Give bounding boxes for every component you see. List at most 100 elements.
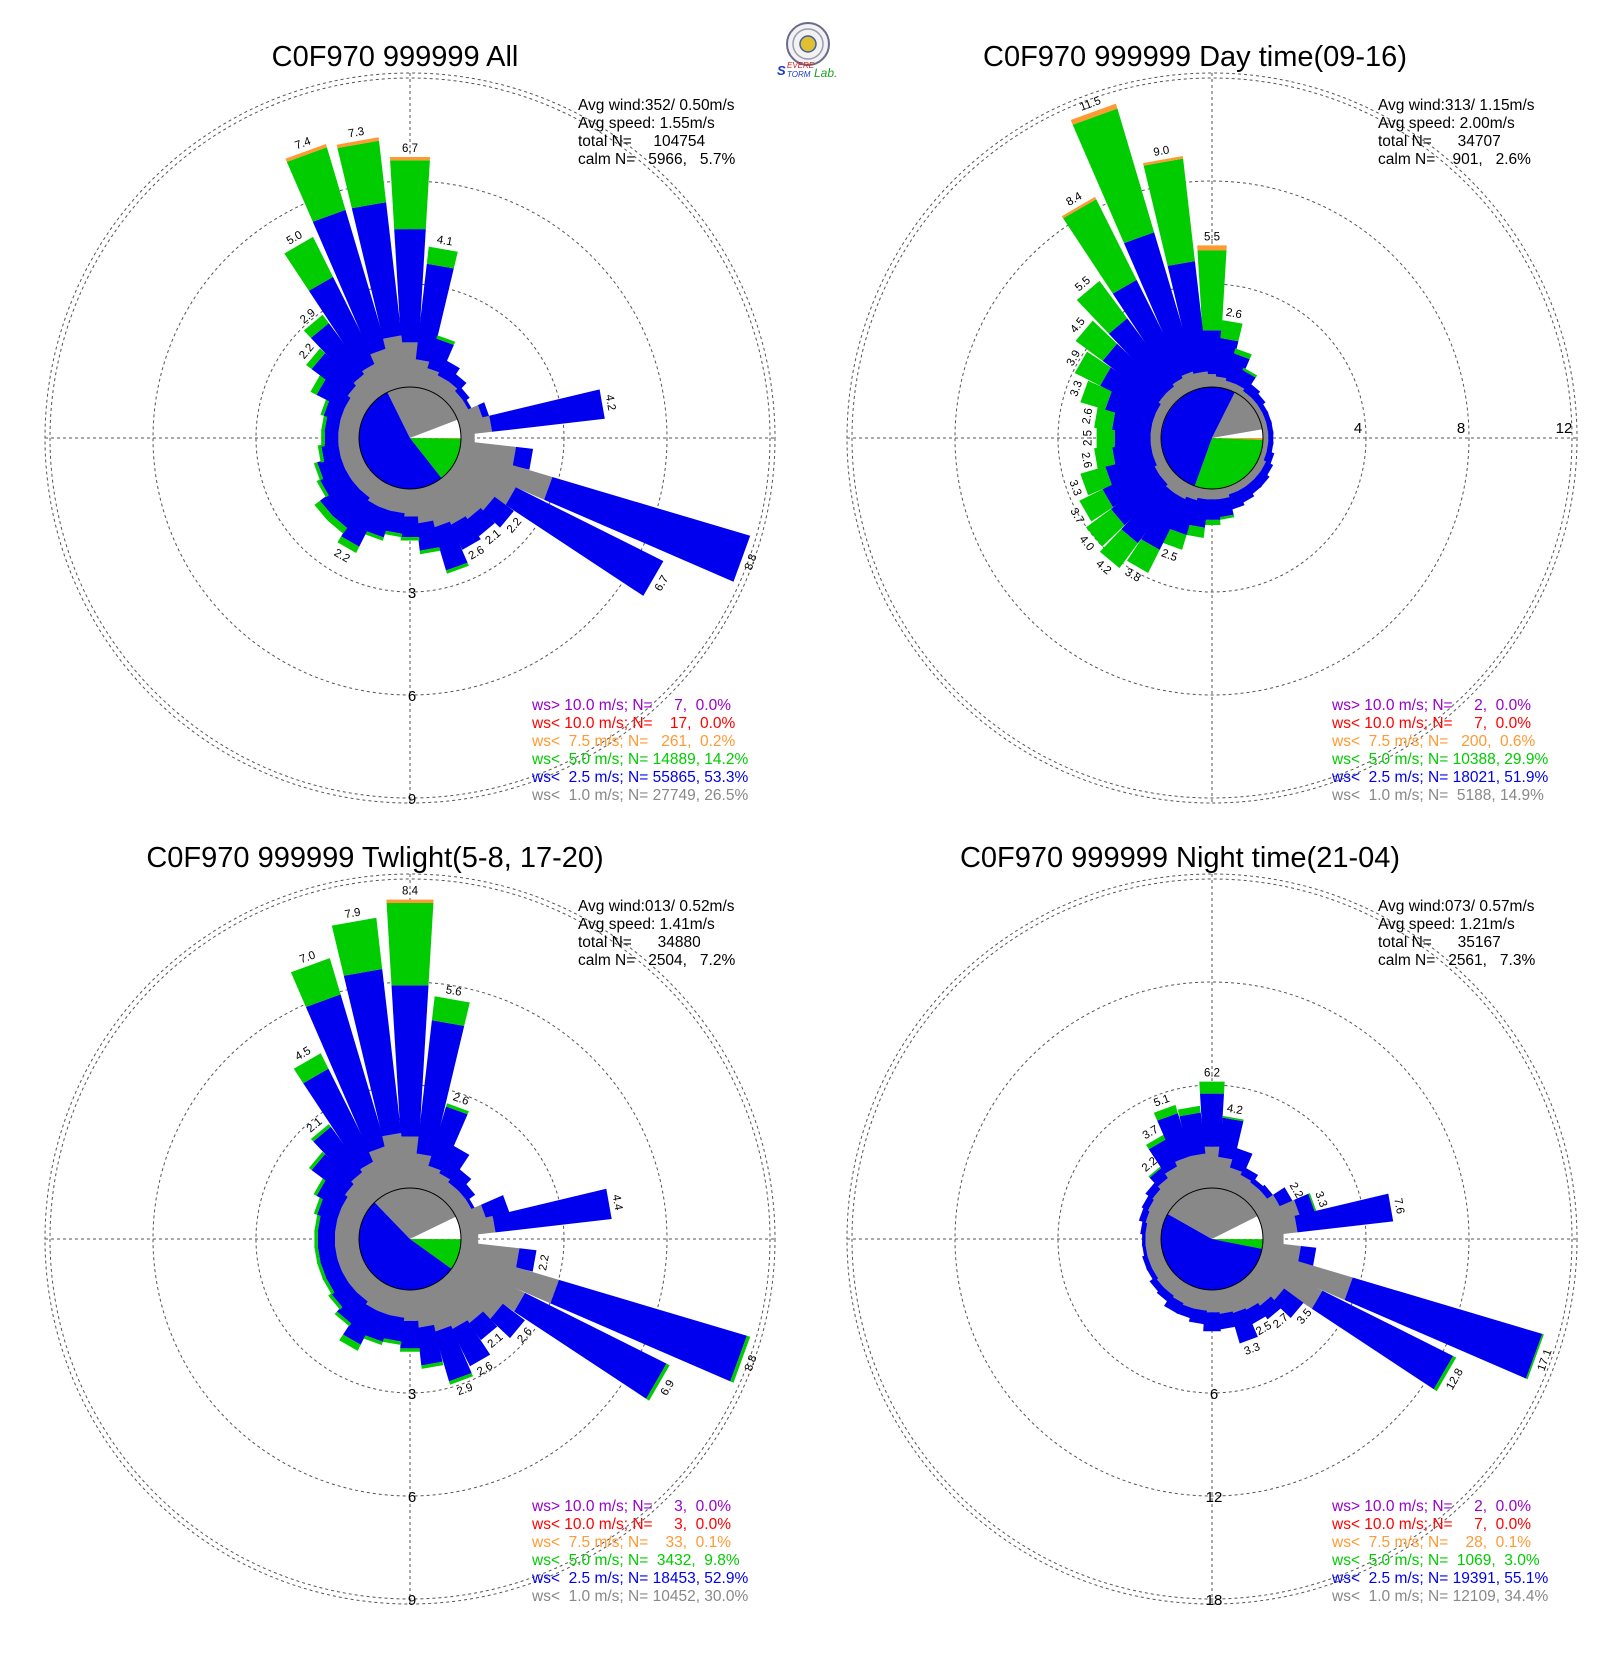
bar-segment-lt5-320 xyxy=(1076,280,1128,334)
bar-segment-lt5-310 xyxy=(308,1151,325,1171)
bar-total-label: 8.8 xyxy=(743,1354,760,1373)
bar-segment-lt1-220 xyxy=(355,1274,382,1302)
bar-segment-lt25-0 xyxy=(1200,1093,1224,1147)
bar-segment-lt1-200 xyxy=(1180,1284,1201,1309)
bar-segment-lt25-260 xyxy=(321,443,341,462)
bar-segment-lt25-30 xyxy=(1235,369,1256,391)
bar-segment-lt25-20 xyxy=(1229,1147,1253,1173)
summary-line: calm N= 5966, 5.7% xyxy=(578,151,735,168)
bar-segment-lt25-350 xyxy=(1167,261,1208,374)
bar-segment-lt1-50 xyxy=(445,1189,467,1211)
bar-total-label: 4.2 xyxy=(603,394,618,412)
bar-segment-lt5-320 xyxy=(1148,1165,1163,1178)
bar-segment-lt5-330 xyxy=(1146,1134,1166,1150)
bar-segment-lt5-120 xyxy=(1433,1356,1457,1392)
bar-segment-lt5-220 xyxy=(327,515,348,534)
pie-slice-lt5 xyxy=(1194,438,1263,490)
bar-segment-lt5-120 xyxy=(646,1363,670,1401)
svg-text:Lab.: Lab. xyxy=(814,66,837,80)
bar-segment-lt25-330 xyxy=(1148,1139,1179,1174)
bar-segment-lt25-210 xyxy=(341,499,380,547)
bar-segment-lt1-20 xyxy=(421,368,442,393)
bar-segment-lt1-330 xyxy=(362,363,390,397)
bar-segment-lt75-350 xyxy=(336,137,379,148)
direction-bars xyxy=(284,137,751,596)
bar-segment-lt1-230 xyxy=(350,466,375,490)
bar-total-label: 7.9 xyxy=(344,906,362,921)
bar-segment-lt1-350 xyxy=(1193,371,1210,389)
bar-segment-lt25-180 xyxy=(1203,499,1221,520)
grid-ring xyxy=(851,878,1573,1600)
summary-line: total N= 35167 xyxy=(1378,934,1501,951)
bar-segment-lt1-150 xyxy=(430,1280,468,1330)
bar-segment-lt25-280 xyxy=(1140,1219,1148,1235)
bar-segment-lt1-350 xyxy=(383,335,408,389)
bar-segment-lt25-250 xyxy=(1142,1254,1152,1271)
bar-segment-lt5-280 xyxy=(1094,407,1116,430)
bar-segment-lt1-160 xyxy=(421,1284,452,1332)
bar-total-label: 2.2 xyxy=(537,1254,552,1272)
bar-segment-lt5-240 xyxy=(316,479,329,498)
bar-segment-lt1-110 xyxy=(455,1250,559,1304)
svg-text:TORM: TORM xyxy=(787,70,811,79)
svg-text:EVERE: EVERE xyxy=(787,61,815,70)
bar-segment-lt25-200 xyxy=(1169,495,1197,536)
summary-line: calm N= 2561, 7.3% xyxy=(1378,952,1535,969)
bar-labels: 6.74.14.28.86.72.22.12.62.22.22.95.07.47… xyxy=(285,126,760,594)
bar-segment-lt25-100 xyxy=(1297,1246,1317,1267)
bar-segment-lt25-100 xyxy=(516,1248,537,1272)
summary-line: Avg speed: 1.21m/s xyxy=(1378,916,1515,933)
bar-segment-lt25-230 xyxy=(1110,473,1168,526)
legend-entry-lt10: ws< 10.0 m/s; N= 17, 0.0% xyxy=(531,715,736,732)
bar-segment-lt5-260 xyxy=(1094,446,1116,469)
bar-segment-lt75-350 xyxy=(1143,156,1184,166)
bar-segment-lt5-190 xyxy=(1185,524,1205,538)
bar-segment-lt5-10 xyxy=(1220,320,1243,342)
polar-grid xyxy=(846,873,1578,1605)
ring-label: 12 xyxy=(1556,420,1573,437)
bar-segment-lt25-340 xyxy=(312,209,387,355)
bar-segment-lt1-40 xyxy=(1240,1182,1262,1204)
bar-segment-lt25-80 xyxy=(1294,1193,1394,1233)
bar-segment-lt5-0 xyxy=(1199,1081,1225,1094)
bar-segment-lt1-170 xyxy=(412,487,434,524)
bar-segment-lt25-220 xyxy=(336,1291,368,1324)
summary-line: Avg wind:073/ 0.57m/s xyxy=(1378,898,1535,915)
panel-title: C0F970 999999 All xyxy=(272,41,519,73)
summary-line: Avg wind:313/ 1.15m/s xyxy=(1378,97,1535,114)
bar-total-label: 5.6 xyxy=(445,984,463,999)
pie-slice-lt5 xyxy=(1212,1239,1263,1249)
bar-segment-lt1-40 xyxy=(438,1182,460,1204)
bar-segment-lt1-60 xyxy=(1253,1194,1281,1219)
legend-entry-gt10: ws> 10.0 m/s; N= 2, 0.0% xyxy=(1331,697,1531,714)
bar-total-label: 2.1 xyxy=(483,528,503,547)
legend-entry-lt1: ws< 1.0 m/s; N= 10452, 30.0% xyxy=(531,1588,748,1605)
bar-segment-lt25-0 xyxy=(394,229,426,343)
bar-segment-lt1-220 xyxy=(358,473,382,498)
bar-segment-lt5-190 xyxy=(382,1338,402,1345)
ring-label: 3 xyxy=(408,585,416,602)
wind-rose-panel-daytime: C0F970 999999 Day time(09-16) 4 8 12 5.5 2.6… xyxy=(846,41,1578,804)
bar-segment-lt1-340 xyxy=(368,1146,399,1194)
bar-segment-lt5-310 xyxy=(306,348,325,370)
bar-segment-lt1-200 xyxy=(375,1284,399,1316)
bar-segment-lt1-120 xyxy=(451,1259,525,1312)
bar-segment-lt25-110 xyxy=(550,1279,747,1382)
bar-segment-lt5-230 xyxy=(314,500,333,521)
bar-segment-lt1-20 xyxy=(421,1165,443,1194)
bar-segment-lt75-340 xyxy=(285,144,327,162)
bar-segment-lt5-170 xyxy=(1217,514,1235,521)
bar-segment-lt25-170 xyxy=(416,520,440,551)
bar-segment-lt5-180 xyxy=(400,537,420,541)
summary-line: Avg speed: 1.55m/s xyxy=(578,115,715,132)
bar-segment-lt1-110 xyxy=(455,449,553,500)
bar-segment-lt1-100 xyxy=(1261,1241,1301,1263)
bar-segment-lt5-20 xyxy=(436,335,456,345)
direction-bars xyxy=(1061,103,1275,573)
bar-segment-lt1-40 xyxy=(438,381,460,403)
bar-segment-lt5-70 xyxy=(1308,1193,1317,1212)
legend-entry-lt10: ws< 10.0 m/s; N= 7, 0.0% xyxy=(1331,1516,1531,1533)
bar-segment-lt25-350 xyxy=(343,969,402,1137)
ring-label: 9 xyxy=(408,791,416,808)
bar-total-label: 2.9 xyxy=(455,1381,474,1398)
